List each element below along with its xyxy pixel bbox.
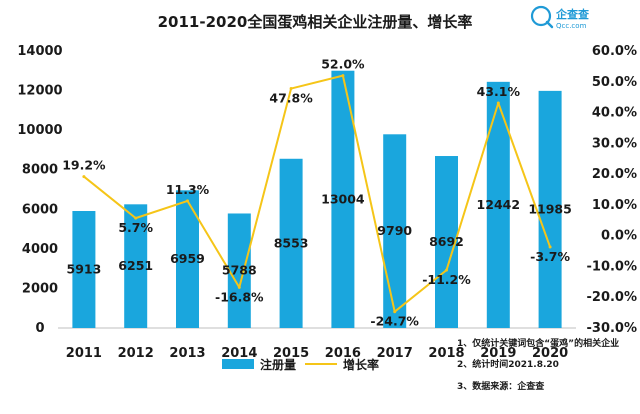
bar-value-label: 8692 (429, 234, 464, 249)
line-value-label: 52.0% (321, 57, 365, 72)
notes: 1、仅统计关键词包含“蛋鸡”的相关企业 2、统计时间2021.8.20 3、数据… (457, 337, 619, 392)
x-tick-label: 2020 (532, 346, 568, 361)
y-left-ticks: 0 2000 4000 6000 8000 10000 12000 14000 (17, 44, 62, 336)
x-tick-label: 2019 (480, 346, 516, 361)
bar (124, 204, 148, 328)
y-right-tick-label: 10.0% (592, 198, 637, 213)
note-2: 2、统计时间2021.8.20 (457, 358, 559, 370)
bar-series (72, 70, 562, 328)
x-tick-label: 2011 (66, 346, 102, 361)
magnifier-handle-icon (545, 20, 554, 29)
line-value-label: 47.8% (269, 91, 313, 106)
bar (72, 211, 96, 328)
bar-value-label: 9790 (377, 223, 412, 238)
y-left-tick-label: 0 (35, 321, 44, 336)
bar-value-label: 8553 (274, 235, 309, 250)
growth-line (83, 74, 552, 313)
bar-value-label: 11985 (528, 201, 572, 216)
bar (486, 81, 510, 328)
bar-value-label: 5788 (222, 263, 257, 278)
logo-name: 企查查 (555, 7, 589, 21)
legend: 注册量 增长率 (222, 357, 379, 372)
bar-value-label: 6959 (170, 251, 205, 266)
note-1: 1、仅统计关键词包含“蛋鸡”的相关企业 (457, 337, 619, 349)
y-left-tick-label: 12000 (17, 84, 62, 99)
line-value-label: 5.7% (118, 220, 153, 235)
legend-label-bar: 注册量 (260, 357, 296, 372)
x-tick-label: 2018 (428, 346, 464, 361)
logo-domain: Qcc.com (556, 22, 587, 30)
x-ticks: 2011 2012 2013 2014 2015 2016 2017 2018 2019 2020 (66, 346, 568, 361)
chart-title: 2011-2020全国蛋鸡相关企业注册量、增长率 (158, 13, 473, 31)
bar-value-labels: 5913 6251 6959 5788 8553 13004 9790 8692 12442 11… (67, 191, 572, 277)
y-left-tick-label: 10000 (17, 123, 62, 138)
line-value-label: 19.2% (62, 158, 106, 173)
bar (279, 158, 303, 328)
y-left-tick-label: 4000 (22, 242, 58, 257)
logo: 企查查 Qcc.com (530, 5, 589, 30)
bar (331, 70, 355, 328)
x-tick-label: 2016 (325, 346, 361, 361)
y-right-tick-label: 40.0% (592, 106, 637, 121)
line-point (445, 268, 448, 272)
line-value-label: 11.3% (166, 182, 210, 197)
bar (227, 213, 251, 328)
bar-value-label: 12442 (477, 197, 521, 212)
bar (538, 90, 562, 328)
y-right-ticks: -30.0% -20.0% -10.0% 0.0% 10.0% 20.0% 30.0% 40.… (587, 44, 638, 336)
y-right-tick-label: 0.0% (601, 229, 637, 244)
y-right-tick-label: 60.0% (592, 44, 637, 59)
bar (176, 190, 199, 328)
line-value-label: -3.7% (530, 249, 570, 264)
x-tick-label: 2013 (169, 346, 205, 361)
line-value-label: -24.7% (370, 314, 419, 329)
line-point (496, 101, 500, 105)
line-point (82, 175, 86, 179)
y-right-tick-label: 20.0% (592, 167, 637, 182)
line-value-label: -11.2% (422, 272, 471, 287)
bar-value-label: 5913 (67, 262, 102, 277)
x-tick-label: 2015 (273, 346, 309, 361)
bar-value-label: 13004 (321, 191, 365, 206)
bar-value-label: 6251 (118, 258, 153, 273)
line-value-label: 43.1% (477, 84, 521, 99)
y-right-tick-label: 30.0% (592, 136, 637, 151)
x-tick-label: 2012 (118, 346, 154, 361)
line-value-labels: 19.2% 5.7% 11.3% -16.8% 47.8% 52.0% -24.7% -11.… (62, 57, 570, 329)
x-tick-label: 2017 (377, 346, 413, 361)
line-point (393, 310, 397, 314)
y-left-tick-label: 2000 (22, 281, 58, 296)
line-point (134, 216, 138, 220)
y-right-tick-label: 50.0% (592, 75, 637, 90)
y-left-tick-label: 8000 (22, 163, 58, 178)
legend-label-line: 增长率 (343, 357, 379, 372)
line-point (289, 87, 293, 91)
line-value-label: -16.8% (215, 289, 264, 304)
line-point (548, 245, 552, 249)
note-3: 3、数据来源：企查查 (457, 380, 545, 392)
bar (435, 156, 458, 328)
y-right-tick-label: -10.0% (587, 259, 638, 274)
line-series (82, 74, 552, 314)
line-point (237, 285, 241, 289)
magnifier-logo-icon (530, 5, 552, 27)
y-left-tick-label: 14000 (17, 44, 62, 59)
y-left-tick-label: 6000 (22, 202, 58, 217)
line-point (186, 199, 189, 203)
legend-swatch-bar (222, 359, 254, 369)
y-right-tick-label: -20.0% (587, 290, 638, 305)
x-tick-label: 2014 (221, 346, 257, 361)
y-right-tick-label: -30.0% (587, 321, 638, 336)
bar (383, 134, 407, 328)
line-point (341, 74, 345, 78)
